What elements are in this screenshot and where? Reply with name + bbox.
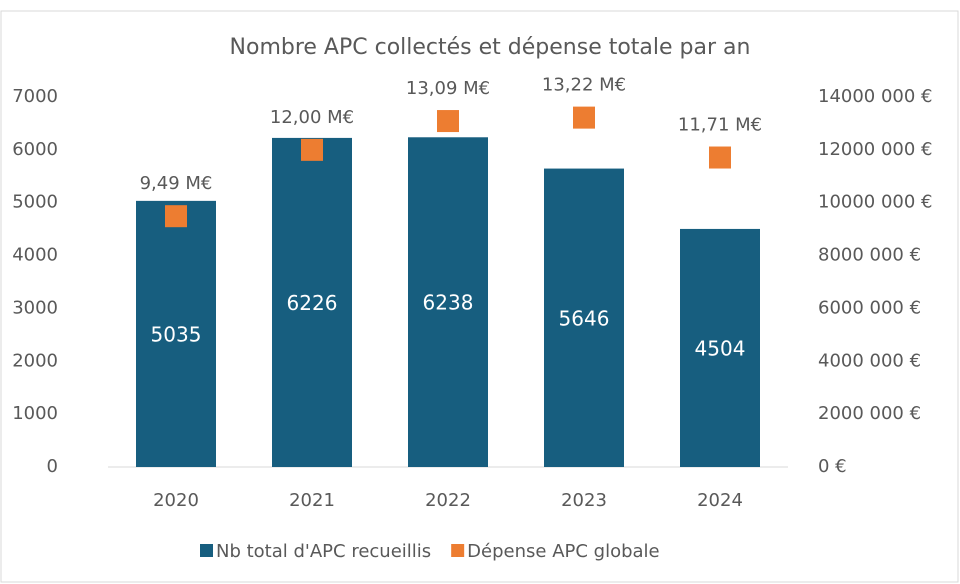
y-tick-label: 4000 <box>12 245 58 266</box>
x-tick-label: 2023 <box>561 490 607 511</box>
x-tick-label: 2022 <box>425 490 471 511</box>
y-tick-label: 5000 <box>12 192 58 213</box>
legend-swatch <box>200 544 213 557</box>
bar-label: 5035 <box>151 322 202 346</box>
bar-label: 4504 <box>695 336 746 360</box>
y2-tick-label: 6000 000 € <box>818 297 921 318</box>
bar <box>544 168 624 467</box>
y-tick-label: 7000 <box>12 86 58 107</box>
marker-label: 11,71 M€ <box>678 115 762 136</box>
bar-label: 5646 <box>559 306 610 330</box>
legend-label: Dépense APC globale <box>467 541 659 562</box>
y-tick-label: 0 <box>47 456 58 477</box>
y2-tick-label: 8000 000 € <box>818 245 921 266</box>
marker-label: 12,00 M€ <box>270 107 354 128</box>
y2-tick-label: 12000 000 € <box>818 139 933 160</box>
marker <box>709 146 731 169</box>
legend-swatch <box>451 544 465 557</box>
marker <box>573 106 595 129</box>
y-tick-label: 3000 <box>12 297 58 318</box>
y2-tick-label: 10000 000 € <box>818 192 933 213</box>
y2-tick-label: 0 € <box>818 456 847 477</box>
bar-label: 6238 <box>423 291 474 315</box>
y-tick-label: 1000 <box>12 403 58 424</box>
y-tick-label: 6000 <box>12 139 58 160</box>
x-tick-label: 2020 <box>153 490 199 511</box>
bar <box>680 228 760 467</box>
bar <box>408 137 488 467</box>
x-tick-label: 2021 <box>289 490 335 511</box>
marker <box>437 110 459 133</box>
bar <box>136 200 216 467</box>
marker-label: 9,49 M€ <box>140 173 213 194</box>
marker-label: 13,22 M€ <box>542 75 626 96</box>
legend-label: Nb total d'APC recueillis <box>216 541 431 562</box>
y2-tick-label: 2000 000 € <box>818 403 921 424</box>
bar <box>272 137 352 467</box>
marker <box>165 205 187 228</box>
marker-label: 13,09 M€ <box>406 78 490 99</box>
y-tick-label: 2000 <box>12 350 58 371</box>
y2-tick-label: 14000 000 € <box>818 86 933 107</box>
bar-label: 6226 <box>287 291 338 315</box>
chart-title: Nombre APC collectés et dépense totale p… <box>230 35 751 60</box>
x-tick-label: 2024 <box>697 490 743 511</box>
marker <box>301 138 323 161</box>
y2-tick-label: 4000 000 € <box>818 350 921 371</box>
